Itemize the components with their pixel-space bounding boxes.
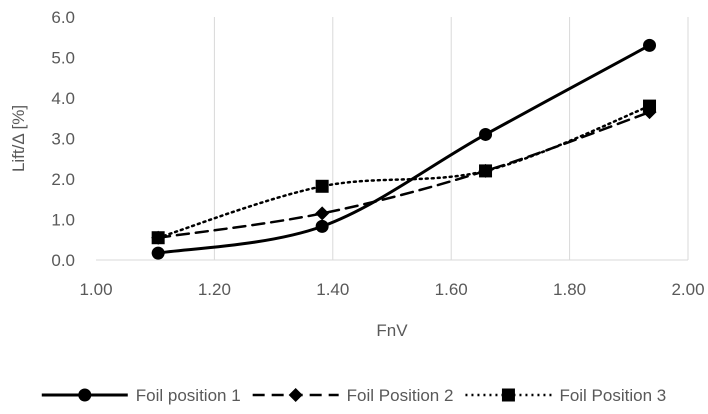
vertical-gridlines bbox=[213, 17, 689, 260]
y-tick-label: 1.0 bbox=[51, 211, 75, 230]
legend-item: Foil position 1 bbox=[41, 386, 241, 405]
legend-marker bbox=[78, 388, 92, 402]
y-tick-label: 5.0 bbox=[51, 49, 75, 68]
x-tick-labels: 1.00 1.20 1.40 1.60 1.80 2.00 bbox=[79, 280, 704, 299]
x-axis-label: FnV bbox=[376, 321, 408, 340]
data-point bbox=[315, 179, 329, 193]
x-tick-label: 1.00 bbox=[79, 280, 112, 299]
series-3 bbox=[151, 99, 657, 245]
series-line bbox=[156, 110, 651, 239]
series-2 bbox=[151, 105, 657, 245]
x-tick-label: 1.80 bbox=[553, 280, 586, 299]
y-tick-label: 6.0 bbox=[51, 8, 75, 27]
series-1 bbox=[151, 38, 657, 260]
y-tick-label: 2.0 bbox=[51, 170, 75, 189]
legend-item: Foil Position 2 bbox=[252, 386, 454, 405]
legend-marker bbox=[288, 388, 303, 402]
x-tick-label: 2.00 bbox=[671, 280, 704, 299]
series-group bbox=[151, 38, 657, 260]
legend: Foil position 1 Foil Position 2 Foil Posit… bbox=[41, 386, 666, 405]
series-line bbox=[156, 43, 652, 255]
data-point bbox=[643, 99, 657, 113]
series-line bbox=[156, 104, 651, 239]
data-point bbox=[643, 38, 657, 52]
legend-label: Foil Position 2 bbox=[347, 386, 454, 405]
data-point bbox=[315, 219, 329, 233]
y-tick-labels: 0.0 1.0 2.0 3.0 4.0 5.0 6.0 bbox=[51, 8, 75, 270]
legend-item: Foil Position 3 bbox=[465, 386, 666, 405]
x-tick-label: 1.20 bbox=[198, 280, 231, 299]
y-tick-label: 3.0 bbox=[51, 130, 75, 149]
data-point bbox=[151, 246, 165, 260]
legend-marker bbox=[501, 388, 515, 402]
legend-label: Foil Position 3 bbox=[559, 386, 666, 405]
data-point bbox=[479, 164, 493, 178]
data-point bbox=[151, 231, 165, 245]
y-axis-label: Lift/Δ [%] bbox=[9, 105, 28, 172]
y-tick-label: 0.0 bbox=[51, 251, 75, 270]
data-point bbox=[315, 206, 330, 221]
data-point bbox=[479, 127, 493, 141]
x-tick-label: 1.60 bbox=[435, 280, 468, 299]
legend-label: Foil position 1 bbox=[136, 386, 241, 405]
y-tick-label: 4.0 bbox=[51, 89, 75, 108]
x-tick-label: 1.40 bbox=[316, 280, 349, 299]
